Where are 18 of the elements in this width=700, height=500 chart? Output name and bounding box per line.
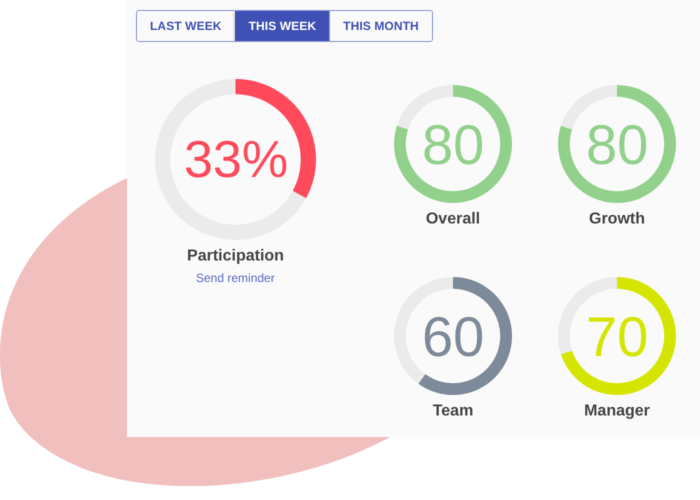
text: Team (432, 402, 474, 420)
tab-button[interactable]: THIS WEEK (234, 11, 330, 41)
text: 33% (184, 130, 288, 188)
text: Participation (187, 247, 284, 264)
text: 80 (422, 113, 484, 176)
tab-button[interactable]: THIS MONTH (329, 11, 432, 41)
text: Manager (584, 402, 650, 420)
donut-slice (560, 277, 676, 395)
text: 80 (586, 113, 648, 176)
donut-slice (394, 85, 512, 203)
donut-slice (155, 78, 306, 240)
text: Growth (588, 210, 644, 228)
donut-slice (418, 277, 512, 395)
text: Overall (426, 210, 480, 228)
donut-slice (558, 85, 676, 203)
text: Send reminder (196, 270, 275, 284)
text: 70 (586, 305, 648, 368)
text: 60 (422, 305, 484, 368)
